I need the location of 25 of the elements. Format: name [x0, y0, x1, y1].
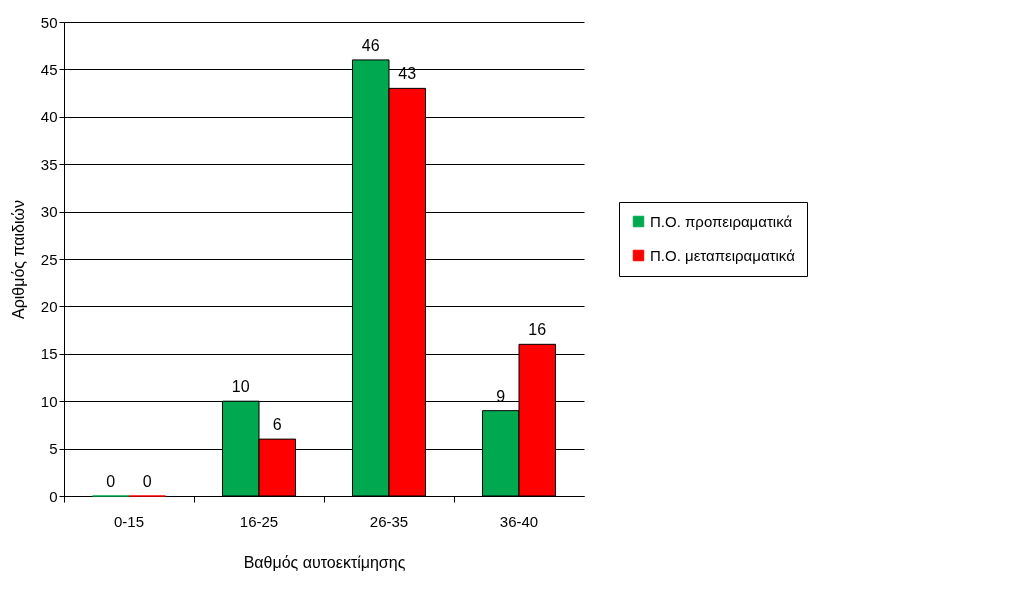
x-tick-label: 0-15 [113, 512, 145, 530]
y-tick-label: 35 [40, 155, 58, 173]
y-tick-label: 15 [40, 345, 58, 363]
y-tick-label: 30 [40, 203, 58, 221]
legend-label: Π.Ο. προπειραματικά [650, 212, 793, 230]
x-tick-label: 36-40 [499, 512, 539, 530]
data-label: 46 [361, 36, 380, 54]
x-tick-label: 16-25 [239, 512, 279, 530]
y-tick-label: 0 [49, 487, 58, 505]
y-tick-label: 45 [40, 60, 58, 78]
y-tick-label: 20 [40, 297, 58, 315]
y-axis-title: Αριθμός παιδιών [9, 199, 27, 320]
y-tick-label: 25 [40, 250, 58, 268]
x-axis-title: Βαθμός αυτοεκτίμησης [243, 553, 406, 571]
data-label: 16 [528, 321, 547, 339]
y-tick-label: 50 [40, 13, 58, 31]
y-tick-label: 40 [40, 108, 58, 126]
y-tick-label: 10 [40, 392, 58, 410]
data-label: 0 [106, 473, 116, 490]
data-label: 0 [142, 473, 152, 490]
x-tick-label: 26-35 [369, 512, 409, 530]
legend-label: Π.Ο. μεταπειραματικά [650, 246, 796, 264]
data-label: 10 [231, 378, 250, 396]
y-tick-label: 5 [49, 440, 58, 458]
data-label: 6 [272, 416, 282, 434]
